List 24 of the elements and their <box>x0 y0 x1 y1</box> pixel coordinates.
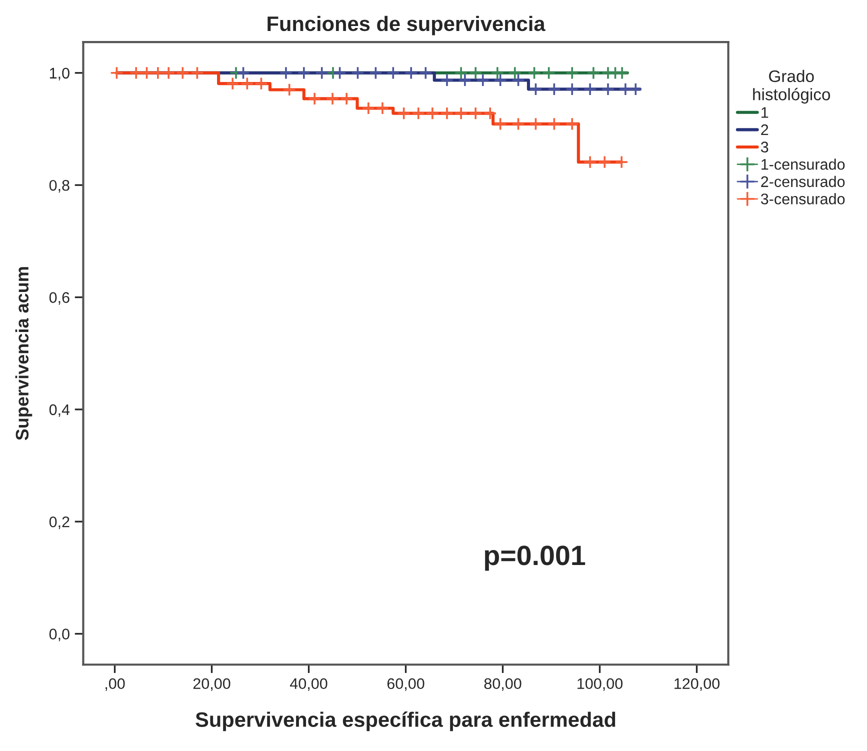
x-tick-label: 40,00 <box>290 678 328 691</box>
y-tick-label: 0,8 <box>49 180 70 193</box>
chart-title: Funciones de supervivencia <box>268 16 546 36</box>
y-axis-title: Supervivencia acum <box>15 267 32 440</box>
annotation: p=0.001 <box>484 546 586 571</box>
legend-label: 3-censurado <box>760 193 845 204</box>
legend-label: 2 <box>761 124 768 136</box>
legend-label: 3 <box>760 142 768 152</box>
legend-label: 1-censurado <box>762 158 845 170</box>
legend-title: Grado histológico <box>753 70 830 104</box>
y-tick-label: 0,4 <box>49 404 70 417</box>
x-axis-title: Supervivencia específica para enfermedad <box>196 712 616 732</box>
legend-label: 2-censurado <box>761 176 845 188</box>
x-tick-label: 100,00 <box>578 678 623 691</box>
y-tick-label: 0,2 <box>49 516 70 530</box>
y-tick-label: 0,0 <box>49 628 70 642</box>
legend-label: 1 <box>762 107 768 118</box>
y-tick-label: 0,6 <box>49 292 70 305</box>
y-tick-label: 1,0 <box>50 68 70 80</box>
x-tick-label: 60,00 <box>387 678 424 691</box>
x-tick-label: 80,00 <box>484 678 522 691</box>
x-tick-label: ,00 <box>106 678 125 691</box>
x-tick-label: 20,00 <box>193 678 230 691</box>
x-tick-label: 120,00 <box>674 678 720 691</box>
